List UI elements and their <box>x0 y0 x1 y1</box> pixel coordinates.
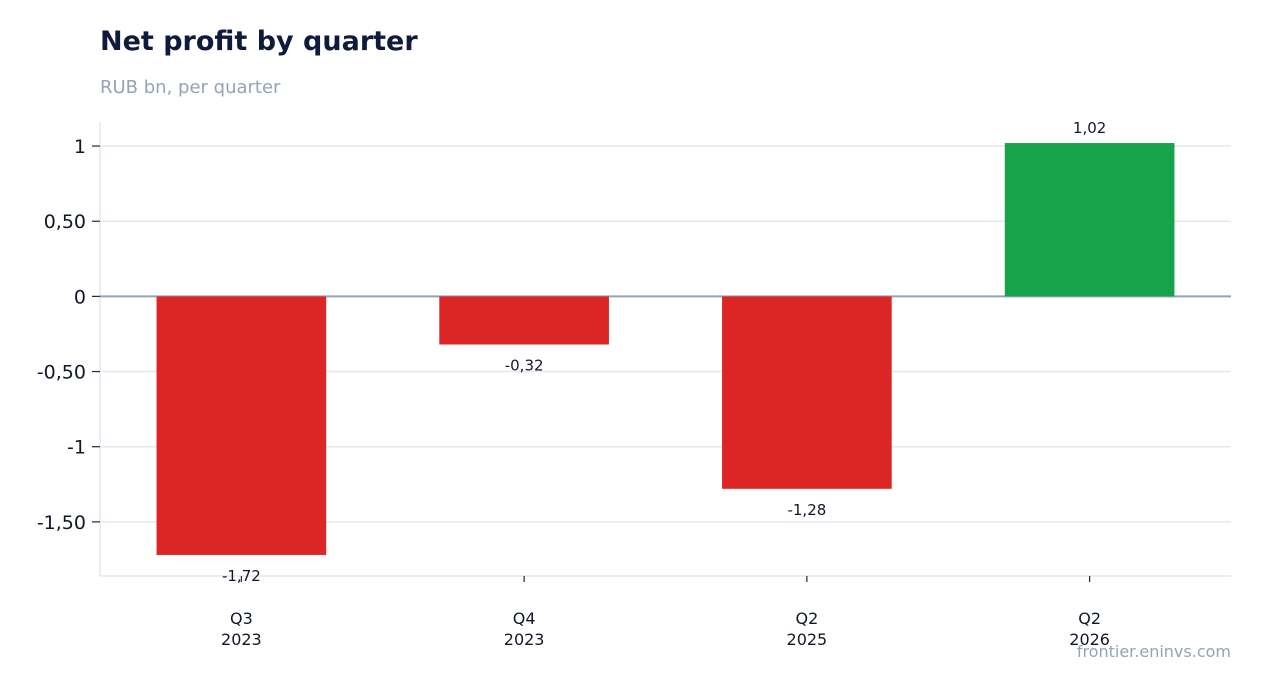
x-tick-label: 2023 <box>504 630 545 649</box>
source-credit: frontier.eninvs.com <box>1076 642 1231 661</box>
y-tick-label: 1 <box>74 136 86 158</box>
x-tick-label: 2025 <box>787 630 828 649</box>
chart-title: Net profit by quarter <box>100 26 418 57</box>
y-tick-label: -1 <box>67 437 86 459</box>
y-tick-label: -1,50 <box>37 512 86 534</box>
x-tick-label: Q3 <box>230 609 253 628</box>
bar <box>156 296 327 555</box>
y-tick-label: 0 <box>74 286 86 308</box>
bar <box>722 296 892 489</box>
data-label: -0,32 <box>505 356 544 374</box>
data-label: -1,72 <box>222 567 261 585</box>
y-axis-ticks: 1 0,50 0 -0,50 -1 -1,50 <box>37 136 100 534</box>
data-label: 1,02 <box>1073 119 1106 137</box>
y-tick-label: -0,50 <box>37 362 86 384</box>
y-tick-label: 0,50 <box>44 211 86 233</box>
data-labels: -1,72 -0,32 -1,28 1,02 <box>222 119 1106 585</box>
x-axis-ticks: Q3 2023 Q4 2023 Q2 2025 Q2 2026 <box>221 576 1110 649</box>
data-label: -1,28 <box>787 501 826 519</box>
bars <box>156 143 1175 555</box>
x-tick-label: Q2 <box>795 609 818 628</box>
chart-subtitle: RUB bn, per quarter <box>100 77 281 98</box>
x-tick-label: 2026 <box>1069 630 1110 649</box>
bar <box>439 296 609 345</box>
bar <box>1004 143 1175 297</box>
x-tick-label: Q4 <box>513 609 536 628</box>
x-tick-label: 2023 <box>221 630 262 649</box>
x-tick-label: Q2 <box>1078 609 1101 628</box>
